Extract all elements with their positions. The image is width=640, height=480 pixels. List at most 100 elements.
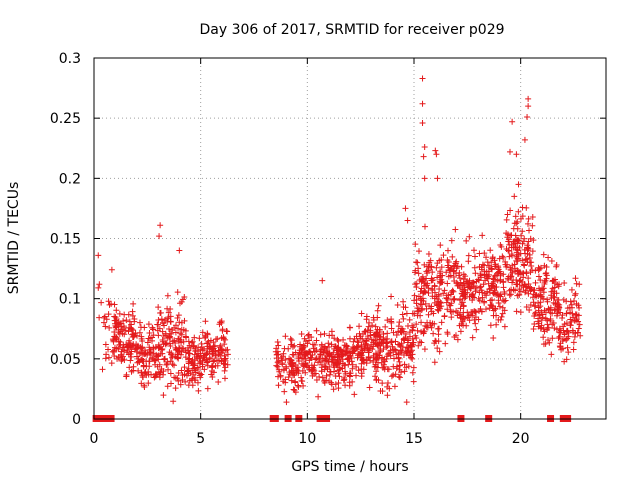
data-point — [111, 301, 118, 308]
data-point — [439, 278, 446, 285]
data-point — [573, 316, 580, 323]
data-point — [497, 277, 504, 284]
data-point — [390, 355, 397, 362]
data-point — [390, 363, 397, 370]
data-point — [177, 381, 184, 388]
data-point — [517, 288, 524, 295]
data-point — [122, 327, 129, 334]
data-point — [353, 372, 360, 379]
data-point — [115, 326, 122, 333]
data-point — [283, 399, 290, 406]
data-point — [487, 247, 494, 254]
data-point — [419, 100, 426, 107]
data-point — [418, 339, 425, 346]
data-point — [492, 263, 499, 270]
data-point — [503, 246, 510, 253]
data-point — [488, 259, 495, 266]
data-point — [556, 343, 563, 350]
data-point — [396, 374, 403, 381]
data-point — [313, 327, 320, 334]
data-point — [414, 327, 421, 334]
data-point — [384, 392, 391, 399]
data-point — [448, 308, 455, 315]
data-point — [479, 261, 486, 268]
data-point — [482, 306, 489, 313]
data-point — [531, 320, 538, 327]
data-point — [419, 119, 426, 126]
data-point — [417, 312, 424, 319]
data-point — [450, 296, 457, 303]
data-point — [280, 350, 287, 357]
data-point — [128, 321, 135, 328]
data-point — [441, 287, 448, 294]
data-point — [342, 362, 349, 369]
data-point — [302, 360, 309, 367]
data-point — [422, 300, 429, 307]
data-point — [363, 360, 370, 367]
data-point — [99, 366, 106, 373]
data-point — [509, 269, 516, 276]
data-point — [372, 323, 379, 330]
data-point — [166, 349, 173, 356]
data-point — [535, 267, 542, 274]
data-point — [174, 314, 181, 321]
data-point — [547, 309, 554, 316]
data-point — [282, 379, 289, 386]
data-point — [164, 359, 171, 366]
data-point — [155, 356, 162, 363]
data-point — [431, 282, 438, 289]
data-point — [219, 327, 226, 334]
data-point — [461, 295, 468, 302]
data-point — [413, 284, 420, 291]
data-point — [396, 362, 403, 369]
data-point — [299, 367, 306, 374]
data-point — [145, 371, 152, 378]
data-point — [543, 275, 550, 282]
data-point — [283, 365, 290, 372]
data-point — [157, 309, 164, 316]
data-point — [388, 373, 395, 380]
data-point — [463, 237, 470, 244]
data-point — [274, 338, 281, 345]
data-point — [546, 339, 553, 346]
data-point — [360, 366, 367, 373]
data-point — [290, 351, 297, 358]
data-point — [504, 211, 511, 218]
y-tick-label: 0.1 — [59, 292, 81, 308]
data-point — [379, 380, 386, 387]
data-point — [388, 325, 395, 332]
data-point — [136, 329, 143, 336]
data-point — [400, 328, 407, 335]
data-point — [576, 281, 583, 288]
data-point — [218, 358, 225, 365]
data-point — [306, 337, 313, 344]
data-point — [109, 336, 116, 343]
data-point — [309, 341, 316, 348]
data-point — [509, 118, 516, 125]
data-point — [540, 251, 547, 258]
data-point — [530, 237, 537, 244]
data-point — [185, 338, 192, 345]
data-point — [156, 361, 163, 368]
data-point — [171, 374, 178, 381]
data-point — [335, 338, 342, 345]
data-point — [503, 216, 510, 223]
data-point — [160, 341, 167, 348]
data-point — [396, 319, 403, 326]
data-point — [317, 331, 324, 338]
data-point — [154, 353, 161, 360]
data-point — [419, 295, 426, 302]
data-point — [567, 298, 574, 305]
data-point — [384, 317, 391, 324]
data-point — [171, 337, 178, 344]
data-point — [564, 344, 571, 351]
data-point — [438, 264, 445, 271]
data-point — [570, 346, 577, 353]
data-point — [159, 336, 166, 343]
data-point — [329, 351, 336, 358]
data-point — [559, 312, 566, 319]
data-point — [356, 323, 363, 330]
data-point — [434, 325, 441, 332]
data-point — [135, 367, 142, 374]
data-point — [165, 325, 172, 332]
